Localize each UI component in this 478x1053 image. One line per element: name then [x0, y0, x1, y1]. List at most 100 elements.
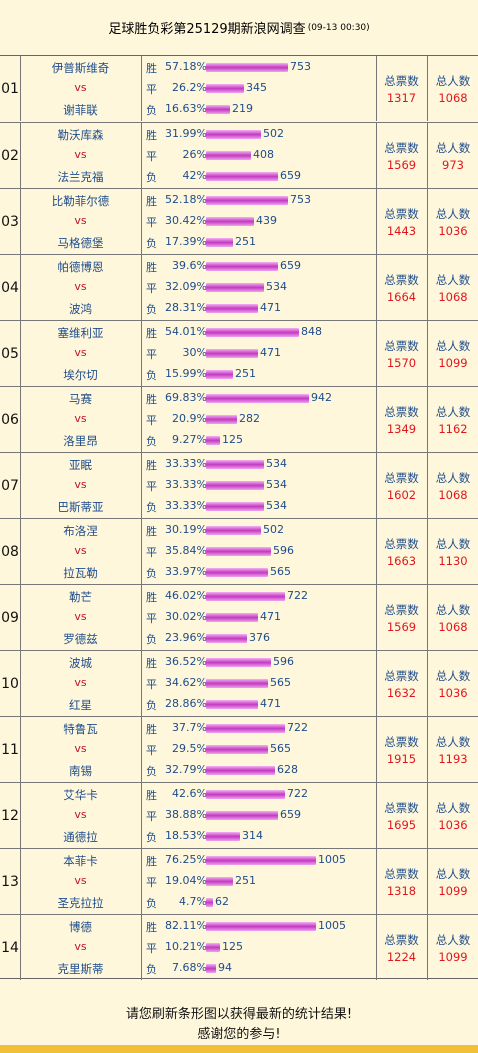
- win-line: 胜 31.99% 502: [146, 126, 374, 142]
- draw-percent: 38.88%: [165, 808, 207, 821]
- total-people-label: 总人数: [435, 669, 471, 683]
- draw-percent: 32.09%: [165, 280, 207, 293]
- total-votes-label: 总票数: [384, 537, 419, 551]
- lose-count: 471: [260, 697, 281, 710]
- draw-label: 平: [146, 216, 157, 229]
- draw-label: 平: [146, 83, 157, 96]
- lose-bar: [206, 700, 258, 709]
- total-people-cell: 总人数 1068: [428, 585, 478, 650]
- away-team[interactable]: 谢菲联: [63, 103, 98, 117]
- win-percent: 36.52%: [165, 655, 207, 668]
- total-votes-value: 1318: [386, 884, 417, 898]
- vs-label: vs: [74, 346, 87, 359]
- away-team[interactable]: 埃尔切: [63, 368, 98, 382]
- away-team[interactable]: 圣克拉拉: [57, 896, 104, 910]
- home-team[interactable]: 伊普斯维奇: [51, 61, 110, 75]
- home-team[interactable]: 比勒菲尔德: [51, 194, 110, 208]
- match-teams: 布洛涅 vs 拉瓦勒: [20, 519, 142, 584]
- total-votes-cell: 总票数 1570: [376, 321, 428, 386]
- away-team[interactable]: 罗德兹: [63, 632, 98, 646]
- home-team[interactable]: 勒沃库森: [57, 128, 104, 142]
- away-team[interactable]: 拉瓦勒: [63, 566, 98, 580]
- match-row: 06 马赛 vs 洛里昂 胜 69.83% 942 平 20.9%: [0, 386, 478, 452]
- win-count: 753: [290, 193, 311, 206]
- match-number: 10: [0, 651, 21, 716]
- lose-line: 负 32.79% 628: [146, 762, 374, 778]
- win-count: 722: [287, 721, 308, 734]
- draw-count: 471: [260, 346, 281, 359]
- draw-count: 345: [246, 81, 267, 94]
- win-percent: 46.02%: [165, 589, 207, 602]
- home-team[interactable]: 博德: [69, 920, 92, 934]
- survey-table: 01 伊普斯维奇 vs 谢菲联 胜 57.18% 753 平 26.2%: [0, 55, 478, 980]
- lose-line: 负 23.96% 376: [146, 630, 374, 646]
- win-line: 胜 42.6% 722: [146, 786, 374, 802]
- draw-count: 565: [270, 742, 291, 755]
- draw-line: 平 29.5% 565: [146, 741, 374, 757]
- away-team[interactable]: 马格德堡: [57, 236, 104, 250]
- draw-count: 534: [266, 478, 287, 491]
- vs-label: vs: [74, 148, 87, 161]
- total-votes-label: 总票数: [384, 471, 419, 485]
- home-team[interactable]: 特鲁瓦: [63, 722, 98, 736]
- home-team[interactable]: 帕德博恩: [57, 260, 104, 274]
- vs-label: vs: [74, 478, 87, 491]
- win-bar: [206, 724, 285, 733]
- home-team[interactable]: 布洛涅: [63, 524, 98, 538]
- away-team[interactable]: 红星: [69, 698, 92, 712]
- win-count: 534: [266, 457, 287, 470]
- win-percent: 30.19%: [165, 523, 207, 536]
- lose-count: 565: [270, 565, 291, 578]
- home-team[interactable]: 本菲卡: [63, 854, 98, 868]
- away-team[interactable]: 通德拉: [63, 830, 98, 844]
- win-bar: [206, 328, 299, 337]
- total-votes-value: 1349: [386, 422, 417, 436]
- home-team[interactable]: 波城: [69, 656, 92, 670]
- lose-label: 负: [146, 765, 157, 778]
- lose-line: 负 33.97% 565: [146, 564, 374, 580]
- total-votes-label: 总票数: [384, 933, 419, 947]
- away-team[interactable]: 南锡: [69, 764, 92, 778]
- lose-percent: 33.97%: [165, 565, 207, 578]
- away-team[interactable]: 波鸿: [69, 302, 92, 316]
- away-team[interactable]: 巴斯蒂亚: [57, 500, 104, 514]
- total-votes-cell: 总票数 1349: [376, 387, 428, 452]
- total-people-label: 总人数: [435, 74, 471, 88]
- away-team[interactable]: 洛里昂: [63, 434, 98, 448]
- total-people-label: 总人数: [435, 405, 471, 419]
- home-team[interactable]: 艾华卡: [63, 788, 98, 802]
- total-votes-value: 1915: [386, 752, 417, 766]
- away-team[interactable]: 克里斯蒂: [57, 962, 104, 976]
- lose-percent: 4.7%: [179, 895, 207, 908]
- total-people-label: 总人数: [435, 537, 471, 551]
- total-people-value: 1068: [438, 620, 468, 634]
- home-team[interactable]: 塞维利亚: [57, 326, 104, 340]
- total-people-cell: 总人数 1036: [428, 651, 478, 716]
- home-team[interactable]: 马赛: [69, 392, 92, 406]
- draw-count: 596: [273, 544, 294, 557]
- match-number: 11: [0, 717, 21, 782]
- lose-count: 62: [215, 895, 229, 908]
- home-team[interactable]: 亚眠: [69, 458, 92, 472]
- match-number: 13: [0, 849, 21, 914]
- win-label: 胜: [146, 195, 157, 208]
- win-line: 胜 82.11% 1005: [146, 918, 374, 934]
- home-team[interactable]: 勒芒: [69, 590, 92, 604]
- draw-count: 471: [260, 610, 281, 623]
- lose-percent: 7.68%: [172, 961, 207, 974]
- total-people-value: 1099: [438, 356, 468, 370]
- vote-stats: 胜 31.99% 502 平 26% 408 负 42% 659: [141, 123, 377, 188]
- draw-count: 282: [239, 412, 260, 425]
- vs-label: vs: [74, 874, 87, 887]
- match-row: 12 艾华卡 vs 通德拉 胜 42.6% 722 平 38.88%: [0, 782, 478, 848]
- lose-line: 负 17.39% 251: [146, 234, 374, 250]
- vs-label: vs: [74, 808, 87, 821]
- draw-percent: 10.21%: [165, 940, 207, 953]
- win-percent: 57.18%: [165, 60, 207, 73]
- away-team[interactable]: 法兰克福: [57, 170, 104, 184]
- vs-label: vs: [74, 214, 87, 227]
- win-line: 胜 57.18% 753: [146, 59, 374, 75]
- refresh-note: 请您刷新条形图以获得最新的统计结果!: [125, 1007, 353, 1022]
- win-count: 502: [263, 523, 284, 536]
- lose-bar: [206, 634, 247, 643]
